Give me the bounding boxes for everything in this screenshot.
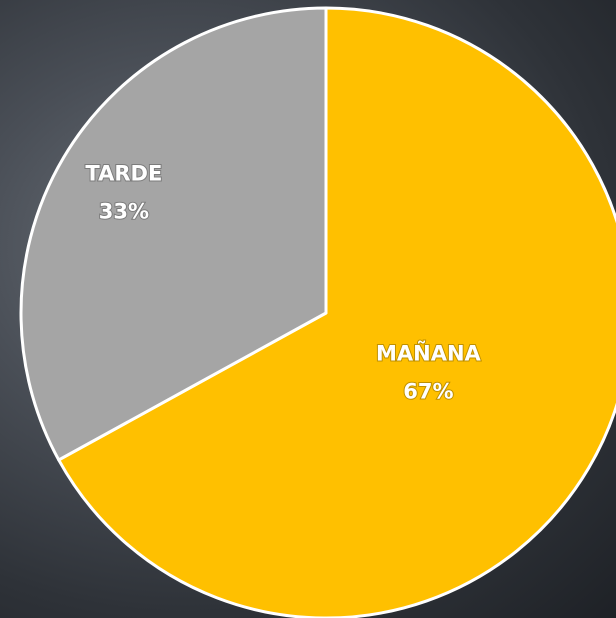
value-label: 67%: [403, 380, 453, 404]
slice-label: TARDE: [85, 161, 162, 185]
slice-label: MAÑANA: [376, 341, 482, 366]
chart: MAÑANA 67% TARDE 33%: [0, 0, 616, 618]
value-label: 33%: [99, 199, 149, 223]
page: MAÑANA67%TARDE33% (() => { const data = …: [0, 0, 616, 618]
